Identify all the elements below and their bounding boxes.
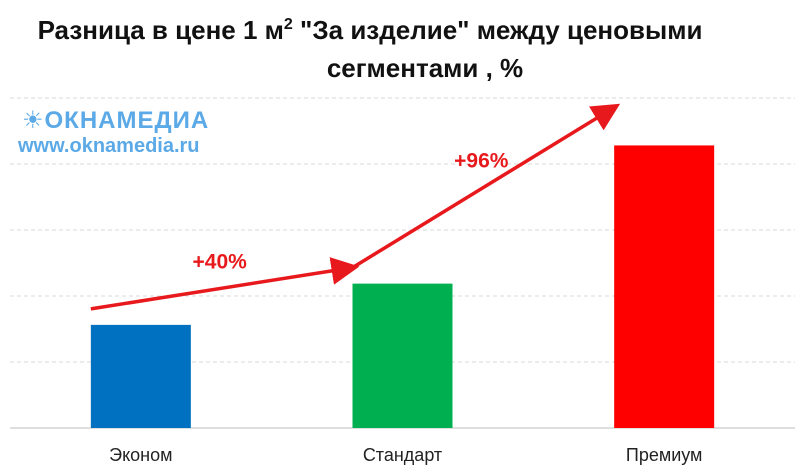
bar-2 (352, 283, 453, 428)
title-line-1: Разница в цене 1 м2 "За изделие" между ц… (0, 6, 800, 49)
growth-label: +96% (454, 150, 509, 173)
growth-label: +40% (193, 250, 248, 273)
title-suffix: "За изделие" между ценовыми (292, 15, 703, 45)
bar-1 (90, 324, 191, 428)
growth-arrow (351, 103, 621, 270)
title-prefix: Разница в цене 1 м (37, 15, 284, 45)
title-superscript: 2 (283, 16, 293, 33)
category-labels: Эконом Стандарт Премиум (109, 445, 702, 465)
growth-arrows: +40% +96% (90, 103, 621, 311)
chart-title: Разница в цене 1 м2 "За изделие" между ц… (0, 6, 800, 87)
growth-arrow (90, 257, 360, 311)
bars (90, 145, 715, 428)
sun-icon: ☀ (22, 107, 45, 134)
watermark-url: www.oknamedia.ru (18, 135, 200, 157)
watermark-logo: ☀ОКНАМЕДИА (22, 106, 209, 135)
category-label: Эконом (109, 445, 172, 465)
category-label: Премиум (626, 445, 703, 465)
category-label: Стандарт (363, 445, 442, 465)
bar-3 (614, 145, 715, 428)
title-line-2: сегментами , % (326, 53, 524, 83)
watermark-logo-text: ОКНАМЕДИА (44, 107, 210, 134)
